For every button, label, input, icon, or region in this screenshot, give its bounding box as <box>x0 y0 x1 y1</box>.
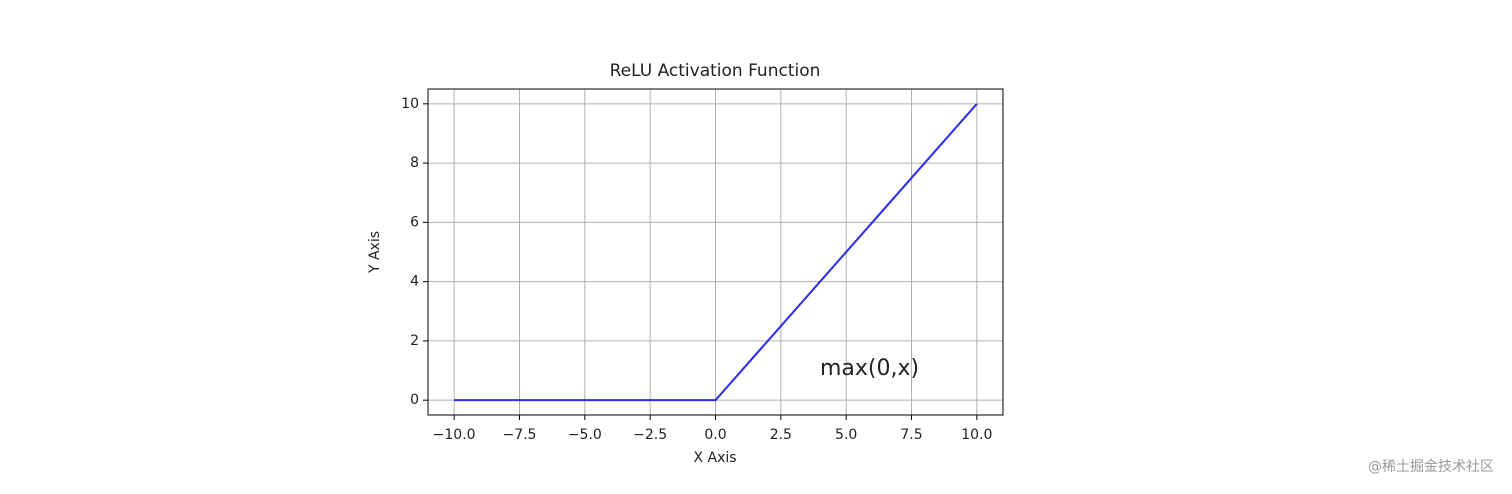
x-tick-label: 0.0 <box>704 427 726 443</box>
x-tick-label: 5.0 <box>835 427 857 443</box>
y-axis-label: Y Axis <box>367 231 383 274</box>
x-tick-label: 7.5 <box>900 427 922 443</box>
watermark: @稀土掘金技术社区 <box>1368 459 1494 475</box>
annotation: max(0,x) <box>820 356 919 381</box>
y-tick-label: 8 <box>410 155 419 171</box>
y-tick-label: 2 <box>410 333 419 349</box>
y-tick-label: 0 <box>410 392 419 408</box>
y-tick-label: 10 <box>401 96 419 112</box>
y-tick-label: 6 <box>410 214 419 230</box>
chart-title: ReLU Activation Function <box>610 61 821 81</box>
x-tick-label: 10.0 <box>961 427 992 443</box>
x-axis-label: X Axis <box>693 450 736 466</box>
x-tick-label: −2.5 <box>633 427 667 443</box>
y-tick-label: 4 <box>410 274 419 290</box>
x-tick-label: −10.0 <box>433 427 476 443</box>
line <box>454 103 978 402</box>
x-tick-label: 2.5 <box>770 427 792 443</box>
x-tick-label: −5.0 <box>568 427 602 443</box>
x-tick-label: −7.5 <box>502 427 536 443</box>
plot-frame <box>427 88 1004 416</box>
